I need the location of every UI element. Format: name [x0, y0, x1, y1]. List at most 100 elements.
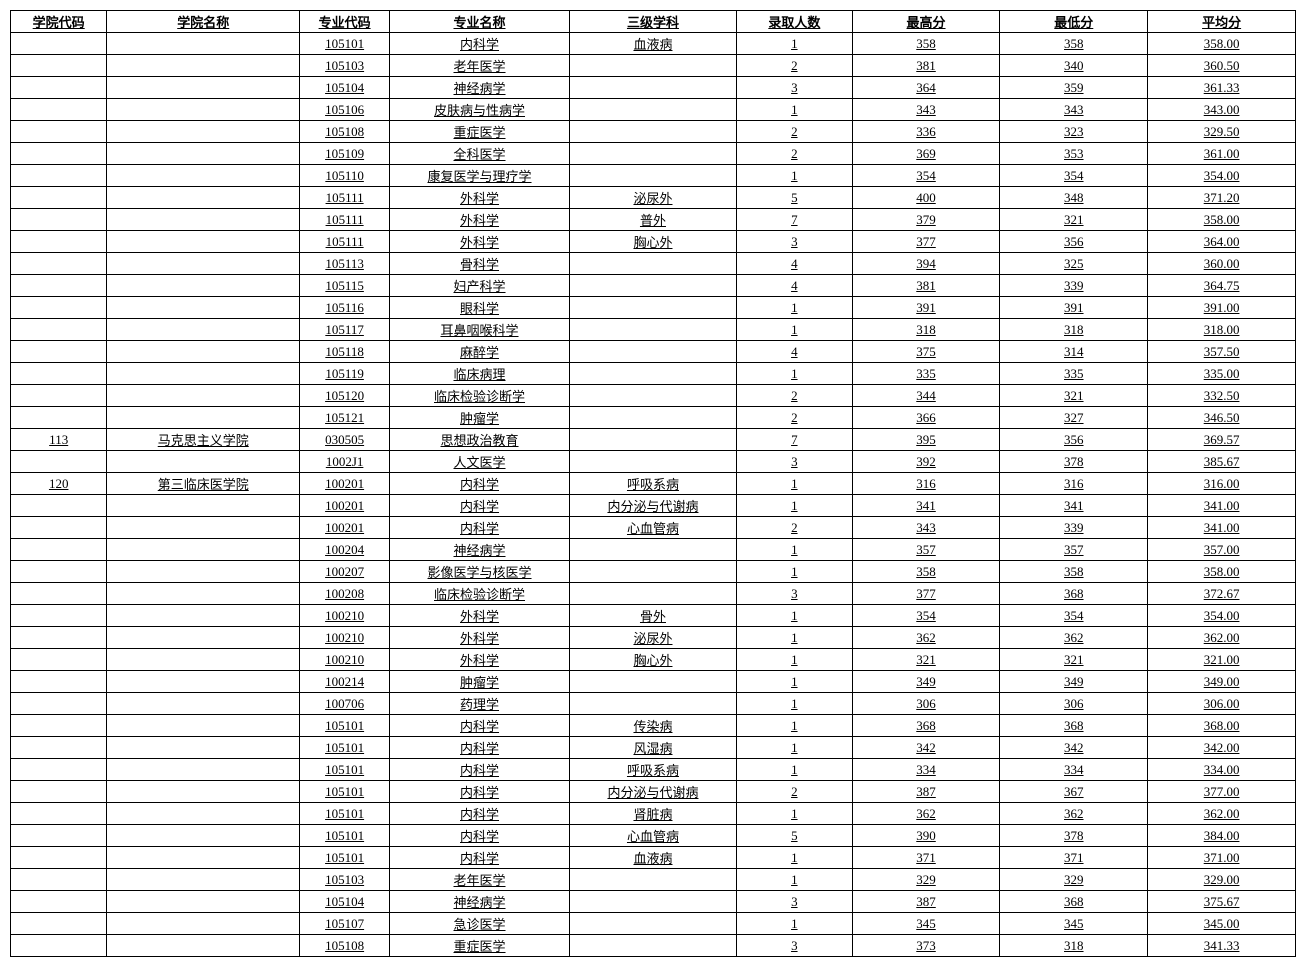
cell: 1	[737, 759, 853, 781]
cell: 318	[1000, 935, 1148, 957]
table-row: 120第三临床医学院100201内科学呼吸系病1316316316.00	[11, 473, 1296, 495]
cell: 药理学	[390, 693, 570, 715]
cell: 332.50	[1148, 385, 1296, 407]
cell: 外科学	[390, 649, 570, 671]
cell: 外科学	[390, 627, 570, 649]
cell: 4	[737, 253, 853, 275]
cell: 105113	[300, 253, 390, 275]
cell: 306	[852, 693, 1000, 715]
cell: 354	[1000, 165, 1148, 187]
cell: 358	[1000, 561, 1148, 583]
cell	[107, 495, 300, 517]
cell	[11, 891, 107, 913]
table-row: 105109全科医学2369353361.00	[11, 143, 1296, 165]
table-header: 学院代码学院名称专业代码专业名称三级学科录取人数最高分最低分平均分	[11, 11, 1296, 33]
cell	[11, 517, 107, 539]
cell: 105101	[300, 847, 390, 869]
cell: 呼吸系病	[569, 759, 736, 781]
cell: 2	[737, 517, 853, 539]
cell	[11, 671, 107, 693]
cell	[569, 385, 736, 407]
cell	[11, 913, 107, 935]
cell: 358.00	[1148, 561, 1296, 583]
cell: 105101	[300, 737, 390, 759]
cell: 318	[1000, 319, 1148, 341]
cell: 3	[737, 583, 853, 605]
cell	[107, 891, 300, 913]
cell	[107, 319, 300, 341]
cell	[107, 847, 300, 869]
cell: 眼科学	[390, 297, 570, 319]
cell: 泌尿外	[569, 627, 736, 649]
cell: 105107	[300, 913, 390, 935]
cell	[107, 737, 300, 759]
cell	[11, 759, 107, 781]
cell: 1	[737, 297, 853, 319]
cell: 临床检验诊断学	[390, 583, 570, 605]
cell	[107, 451, 300, 473]
cell: 105101	[300, 803, 390, 825]
cell	[11, 407, 107, 429]
cell	[107, 209, 300, 231]
cell: 外科学	[390, 231, 570, 253]
cell: 378	[1000, 825, 1148, 847]
cell	[107, 121, 300, 143]
cell: 神经病学	[390, 77, 570, 99]
table-row: 100207影像医学与核医学1358358358.00	[11, 561, 1296, 583]
cell	[569, 429, 736, 451]
cell: 334.00	[1148, 759, 1296, 781]
cell: 神经病学	[390, 539, 570, 561]
cell: 思想政治教育	[390, 429, 570, 451]
cell: 全科医学	[390, 143, 570, 165]
cell	[107, 759, 300, 781]
cell	[569, 561, 736, 583]
cell: 3	[737, 231, 853, 253]
cell	[107, 77, 300, 99]
cell	[569, 671, 736, 693]
cell	[107, 407, 300, 429]
cell: 心血管病	[569, 517, 736, 539]
cell: 314	[1000, 341, 1148, 363]
cell	[107, 825, 300, 847]
cell	[11, 341, 107, 363]
cell: 1002J1	[300, 451, 390, 473]
cell: 内科学	[390, 759, 570, 781]
table-row: 105120临床检验诊断学2344321332.50	[11, 385, 1296, 407]
cell: 105109	[300, 143, 390, 165]
cell: 345	[1000, 913, 1148, 935]
cell: 390	[852, 825, 1000, 847]
cell: 346.50	[1148, 407, 1296, 429]
cell	[107, 781, 300, 803]
table-row: 105117耳鼻咽喉科学1318318318.00	[11, 319, 1296, 341]
cell: 1	[737, 561, 853, 583]
table-row: 105111外科学普外7379321358.00	[11, 209, 1296, 231]
table-row: 100208临床检验诊断学3377368372.67	[11, 583, 1296, 605]
cell: 392	[852, 451, 1000, 473]
cell	[569, 363, 736, 385]
cell	[11, 143, 107, 165]
cell: 105111	[300, 209, 390, 231]
cell: 1	[737, 33, 853, 55]
cell: 105101	[300, 781, 390, 803]
cell	[11, 715, 107, 737]
table-row: 100201内科学内分泌与代谢病1341341341.00	[11, 495, 1296, 517]
cell: 外科学	[390, 187, 570, 209]
table-row: 105103老年医学2381340360.50	[11, 55, 1296, 77]
cell: 肾脏病	[569, 803, 736, 825]
cell	[11, 231, 107, 253]
cell	[11, 121, 107, 143]
table-row: 105103老年医学1329329329.00	[11, 869, 1296, 891]
cell	[569, 407, 736, 429]
cell: 内科学	[390, 737, 570, 759]
cell	[11, 693, 107, 715]
cell: 4	[737, 341, 853, 363]
cell	[107, 55, 300, 77]
cell: 325	[1000, 253, 1148, 275]
cell: 366	[852, 407, 1000, 429]
table-row: 105111外科学胸心外3377356364.00	[11, 231, 1296, 253]
cell: 341.00	[1148, 495, 1296, 517]
cell	[569, 869, 736, 891]
cell	[11, 605, 107, 627]
cell: 100706	[300, 693, 390, 715]
cell: 3	[737, 935, 853, 957]
